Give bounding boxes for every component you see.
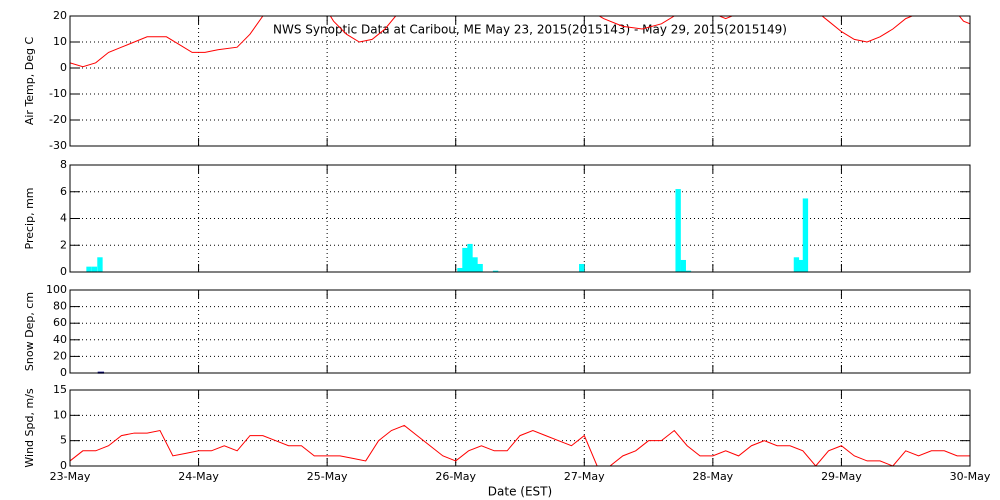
y-tick-label: 0 [60,459,67,472]
bar [492,270,499,272]
y-tick-label: 40 [53,333,67,346]
y-tick-label: 10 [53,408,67,421]
x-tick-label: 23-May [50,470,91,483]
x-tick-label: 27-May [564,470,605,483]
bar [579,263,585,272]
y-tick-label: 0 [60,265,67,278]
bar [675,189,681,272]
x-tick-label: 24-May [178,470,219,483]
data-line [70,424,970,466]
plot-frame [69,389,971,467]
plot-frame [69,15,971,147]
y-tick-label: 60 [53,316,67,329]
y-tick-label: 0 [60,61,67,74]
y-tick-label: 4 [60,212,67,225]
y-axis-label: Wind Spd, m/s [23,388,36,468]
bar [680,259,686,272]
x-axis-label: Date (EST) [488,485,552,499]
x-tick-label: 29-May [821,470,862,483]
y-tick-label: 8 [60,158,67,171]
y-tick-label: 20 [53,349,67,362]
x-tick-label: 28-May [692,470,733,483]
bar [472,257,478,272]
bar [477,263,483,272]
chart-title: NWS Synoptic Data at Caribou, ME May 23,… [273,23,787,37]
data-line [70,16,970,68]
y-tick-label: 6 [60,185,67,198]
y-axis-label: Snow Dep, cm [23,292,36,371]
bar [97,257,103,272]
bar [793,257,800,272]
bar [462,247,468,272]
bar [457,267,463,272]
x-tick-label: 30-May [950,470,991,483]
y-tick-label: 2 [60,238,67,251]
y-tick-label: 15 [53,383,67,396]
bar [685,270,692,272]
plot-frame [69,164,971,273]
y-tick-label: 10 [53,35,67,48]
plot-frame [69,289,971,374]
y-axis-label: Precip, mm [23,188,36,250]
x-tick-label: 26-May [435,470,476,483]
y-tick-label: -10 [49,87,67,100]
bar [798,259,805,272]
y-tick-label: 80 [53,300,67,313]
bar [91,266,98,272]
y-tick-label: 100 [46,283,67,296]
y-tick-label: -30 [49,139,67,152]
y-tick-label: 5 [60,434,67,447]
y-tick-label: 0 [60,366,67,379]
bar [802,198,809,272]
x-tick-label: 25-May [307,470,348,483]
y-tick-label: 20 [53,9,67,22]
y-axis-label: Air Temp, Deg C [23,37,36,126]
y-tick-label: -20 [49,113,67,126]
bar [86,266,92,272]
bar [467,243,473,272]
